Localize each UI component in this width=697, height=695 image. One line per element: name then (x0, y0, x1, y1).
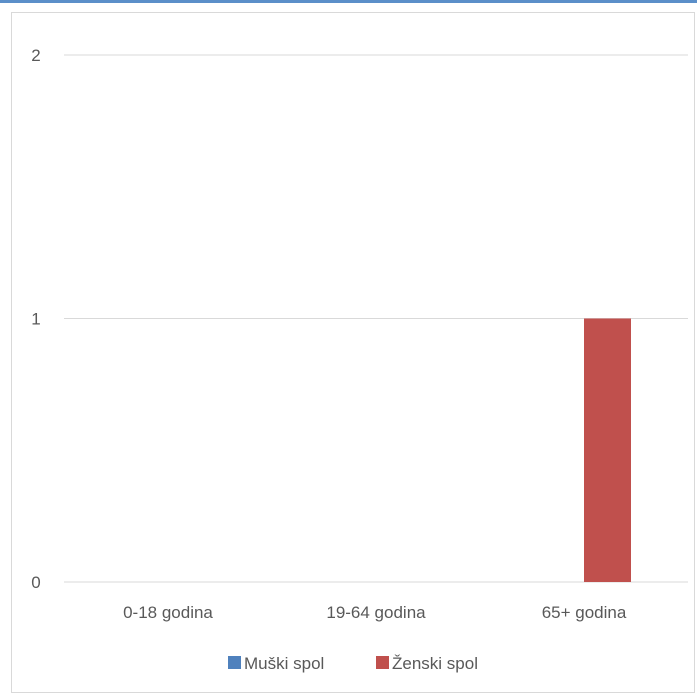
legend-label-0: Muški spol (244, 654, 324, 673)
top-accent-rule (0, 0, 697, 3)
y-tick-label: 0 (31, 573, 40, 592)
legend-label-1: Ženski spol (392, 654, 478, 673)
y-tick-label: 2 (31, 46, 40, 65)
legend: Muški spol Ženski spol (228, 654, 478, 673)
chart-frame (11, 12, 695, 693)
x-category-label: 0-18 godina (123, 603, 213, 622)
x-category-label: 19-64 godina (326, 603, 426, 622)
legend-swatch-1 (376, 656, 389, 669)
bars (584, 318, 631, 582)
x-category-label: 65+ godina (542, 603, 627, 622)
x-axis-categories: 0-18 godina 19-64 godina 65+ godina (123, 603, 627, 622)
legend-swatch-0 (228, 656, 241, 669)
y-axis-ticks: 0 1 2 (31, 46, 40, 592)
y-tick-label: 1 (31, 310, 40, 329)
bar-zenski-2 (584, 318, 631, 582)
